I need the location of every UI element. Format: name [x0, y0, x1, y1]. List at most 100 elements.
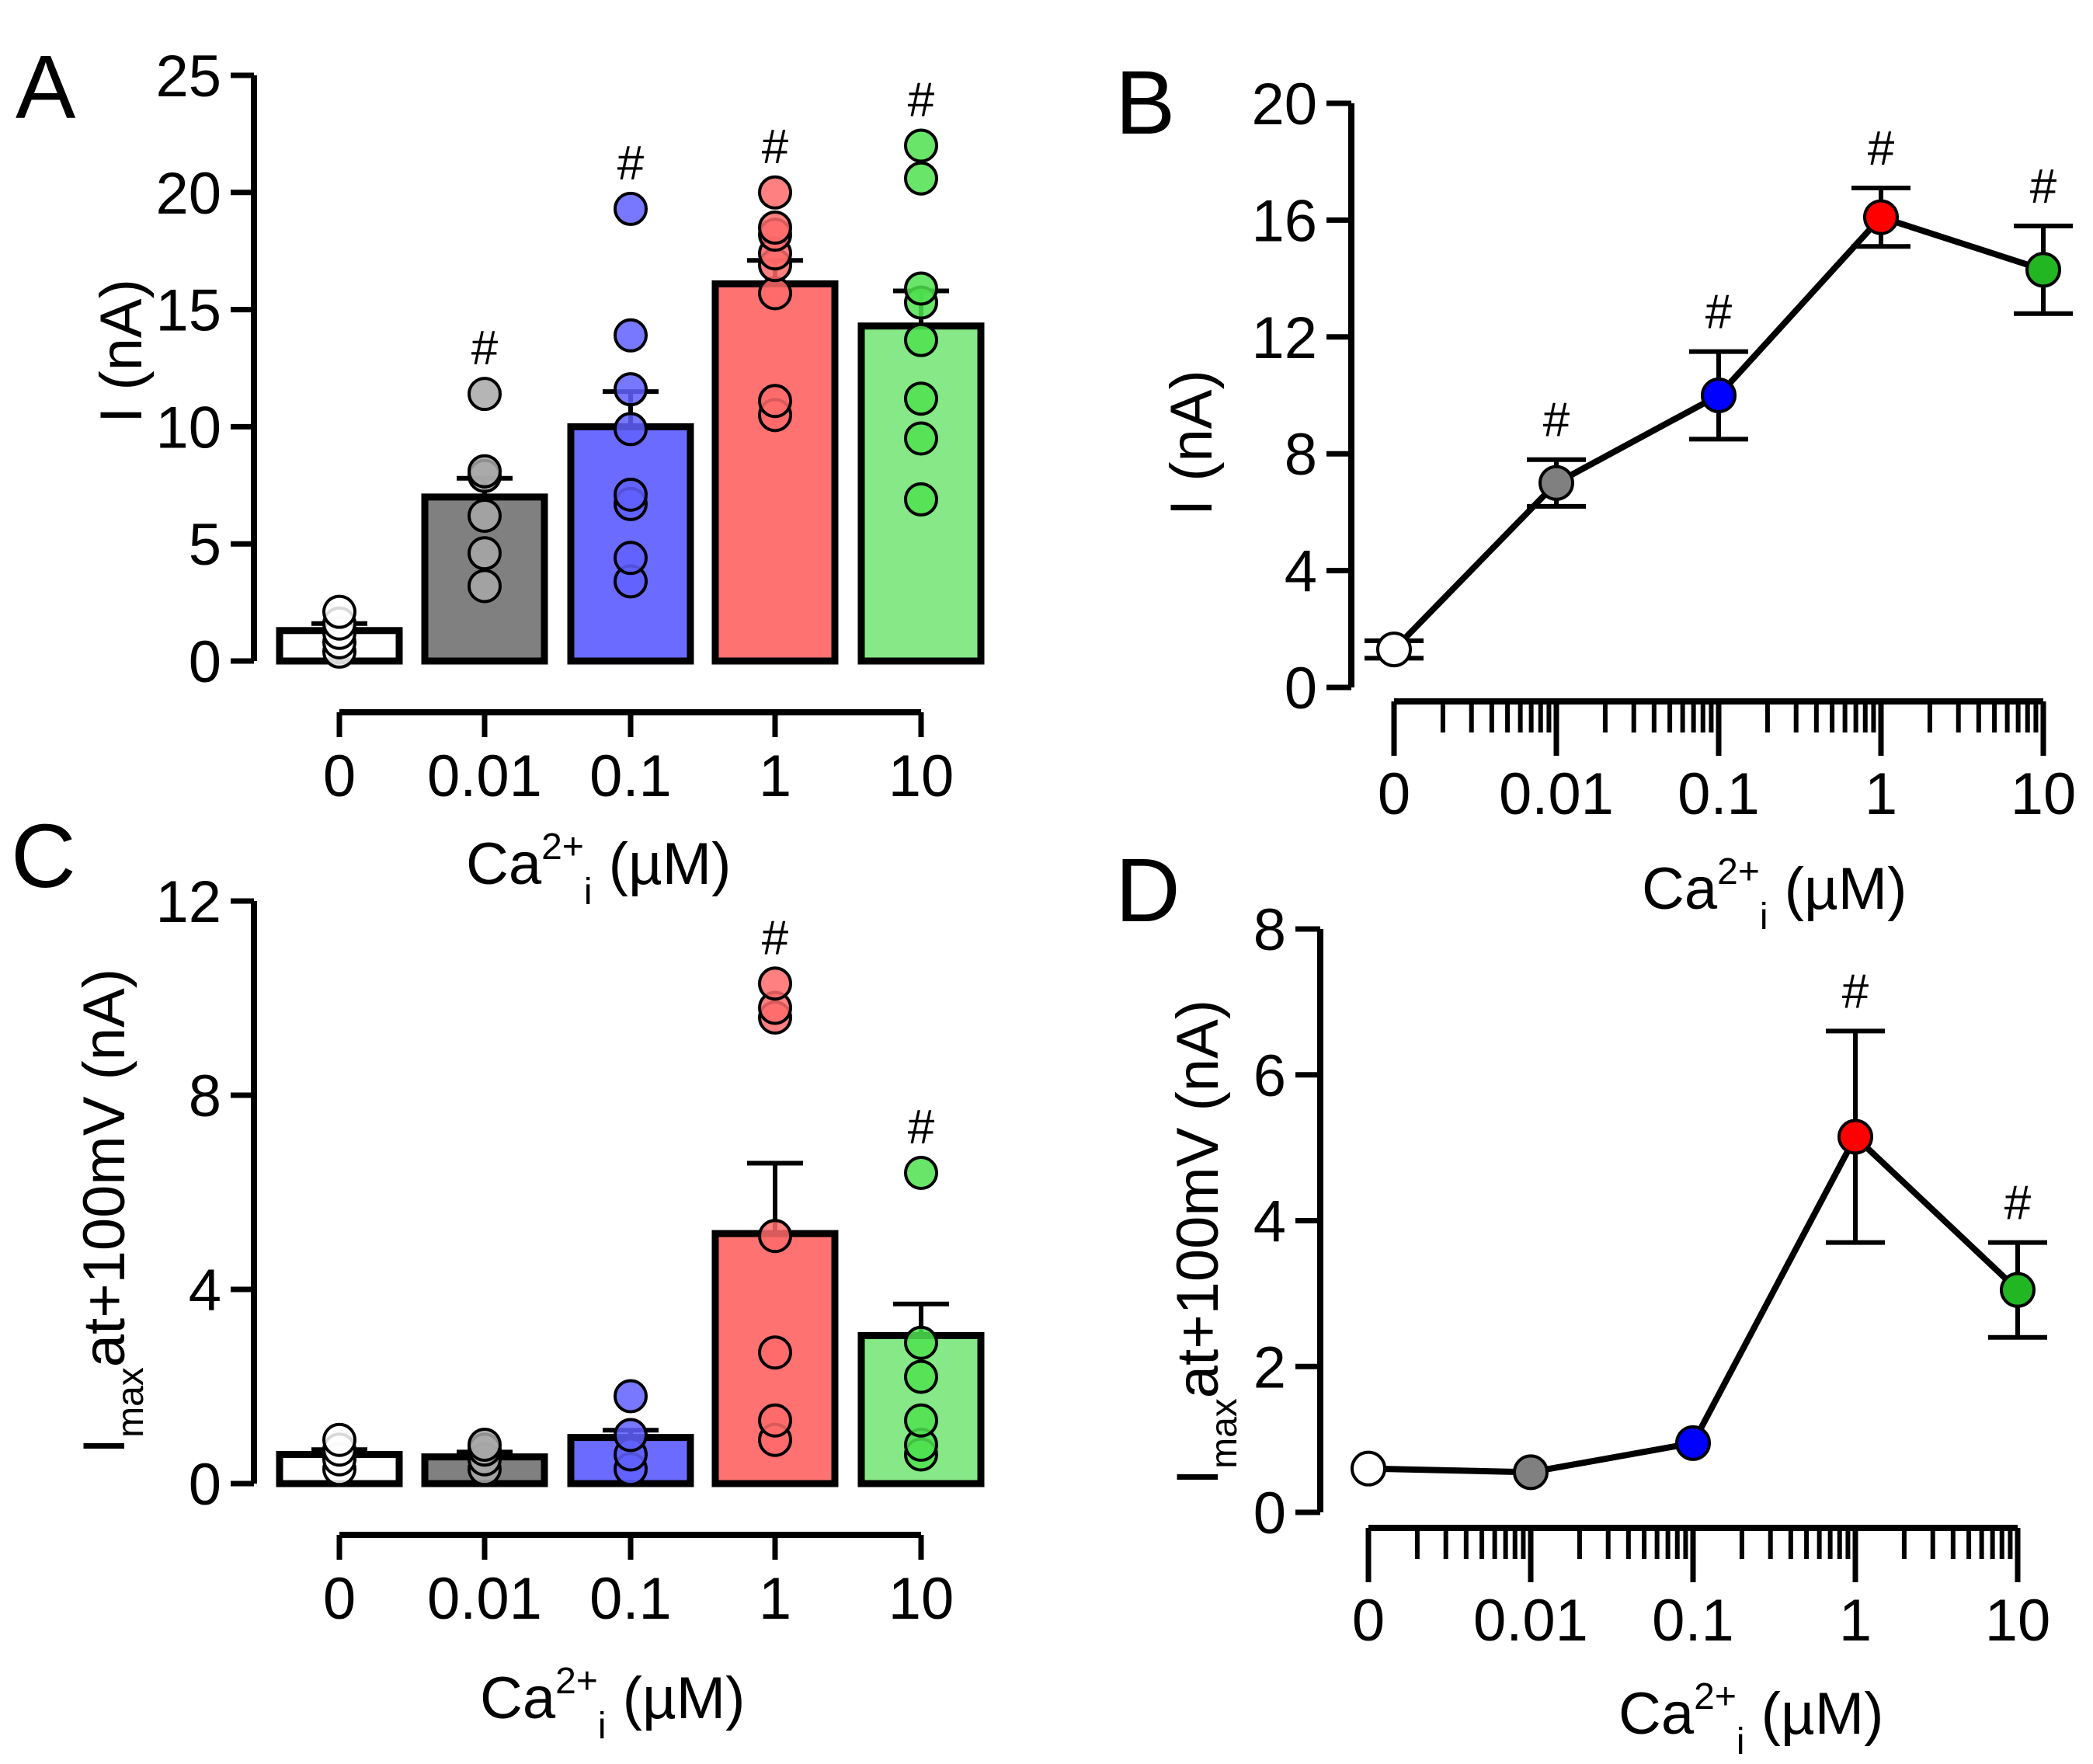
panel-d-x-label: Ca2+i (µM)	[1618, 1676, 1883, 1762]
panel-c-data-point	[614, 1418, 648, 1453]
panel-c-y-tick-label: 12	[155, 869, 221, 935]
panel-a-x-label: Ca2+i (µM)	[466, 826, 731, 913]
panel-c-significance-mark: #	[762, 911, 789, 965]
panel-a-data-point	[904, 482, 938, 517]
panel-b-marker-10	[2025, 252, 2061, 288]
panel-a-data-point	[904, 421, 938, 456]
panel-a-data-point	[758, 210, 792, 245]
panel-d-x-tick-label: 1	[1839, 1588, 1872, 1654]
panel-c-data-point	[322, 1422, 356, 1457]
panel-a-y-label: I (nA)	[89, 279, 155, 423]
panel-c-data-point	[758, 1219, 792, 1254]
panel-letter-b: B	[1115, 52, 1175, 153]
panel-c-data-point	[468, 1428, 502, 1462]
panel-a-x-tick-label: 0.1	[589, 743, 672, 809]
panel-b-x-tick-label: 10	[2011, 761, 2077, 827]
panel-b-significance-mark: #	[1543, 394, 1570, 447]
panel-d-marker-0.01	[1513, 1454, 1549, 1491]
panel-c-y-tick-label: 4	[189, 1258, 221, 1324]
panel-c-data-point	[758, 1403, 792, 1438]
panel-d-y-tick-label: 2	[1253, 1334, 1286, 1400]
panel-b-significance-mark: #	[1868, 122, 1895, 176]
panel-d-marker-0.1	[1675, 1425, 1711, 1461]
panel-a-data-point	[468, 377, 502, 412]
panel-a-bar-1	[711, 280, 839, 665]
panel-a-data-point	[468, 536, 502, 571]
panel-b-y-tick-label: 20	[1251, 71, 1317, 137]
panel-b-y-tick-label: 8	[1285, 422, 1317, 488]
panel-c-data-point	[904, 1403, 938, 1438]
panel-d-marker-10	[2000, 1272, 2036, 1308]
panel-c-x-tick-label: 10	[888, 1566, 954, 1632]
panel-a-data-point	[614, 191, 648, 226]
panel-d-x-tick-label: 0.01	[1473, 1588, 1588, 1654]
panel-letter-c: C	[11, 805, 76, 906]
panel-c-significance-mark: #	[908, 1101, 935, 1154]
panel-b-x-tick-label: 0.01	[1499, 761, 1614, 827]
panel-a-significance-mark: #	[617, 137, 645, 190]
panel-a-y-tick-label: 10	[155, 395, 221, 461]
panel-b-x-label: Ca2+i (µM)	[1642, 851, 1907, 938]
panel-a-data-point	[614, 318, 648, 353]
panel-c-x-tick-label: 0	[323, 1566, 356, 1632]
panel-a-y-tick-label: 15	[155, 278, 221, 344]
panel-a-x-tick-label: 1	[759, 743, 791, 809]
panel-a-data-point	[614, 412, 648, 447]
panel-b-x-tick-label: 0.1	[1678, 761, 1760, 827]
panel-c-x-tick-label: 1	[759, 1566, 791, 1632]
panel-d-y-tick-label: 0	[1253, 1480, 1286, 1547]
panel-b-y-tick-label: 12	[1251, 305, 1317, 371]
panel-c-x-label: Ca2+i (µM)	[480, 1661, 745, 1747]
panel-d-y-tick-label: 6	[1253, 1043, 1286, 1109]
panel-b-x-tick-label: 0	[1378, 761, 1410, 827]
panel-d-line-chart: Imaxat+100mV (nA) Ca2+i (µM) 0 2 4 6 8 0 0.01 0…	[1165, 897, 2050, 1762]
panel-a-data-point	[904, 161, 938, 196]
panel-b-y-label-unit: (nA)	[1159, 370, 1225, 482]
panel-c-y-tick-label: 0	[189, 1452, 221, 1518]
panel-a-y-tick-label: 20	[155, 161, 221, 227]
panel-a-data-point	[758, 384, 792, 419]
panel-d-x-tick-label: 0.1	[1652, 1588, 1734, 1654]
panel-letter-a: A	[16, 37, 76, 137]
panel-b-marker-0.1	[1701, 378, 1737, 413]
panel-a-significance-mark: #	[762, 120, 789, 174]
panel-b-y-tick-label: 0	[1285, 656, 1317, 722]
panel-b-x-tick-label: 1	[1865, 761, 1897, 827]
panel-d-significance-mark: #	[2004, 1177, 2032, 1230]
panel-a-data-point	[468, 569, 502, 604]
panel-c-data-point	[904, 1156, 938, 1190]
panel-d-x-tick-label: 10	[1985, 1588, 2051, 1654]
panel-c-x-tick-label: 0.01	[427, 1566, 542, 1632]
panel-a-x-tick-label: 10	[888, 743, 954, 809]
panel-a-significance-mark: #	[908, 73, 935, 127]
panel-b-y-tick-label: 16	[1251, 188, 1317, 254]
panel-a-data-point	[758, 175, 792, 210]
panel-a-y-tick-label: 0	[189, 629, 221, 695]
panel-b-significance-mark: #	[1705, 286, 1733, 339]
panel-d-series-line	[1368, 1133, 2020, 1476]
panel-a-data-point	[758, 276, 792, 311]
panel-b-line-chart: I (nA) Ca2+i (µM) 0 4 8 12 16 20 0 0.01 0.1 1 10 # #…	[1159, 71, 2076, 938]
panel-letter-d: D	[1115, 840, 1180, 941]
panel-c-y-tick-label: 8	[189, 1063, 221, 1129]
panel-d-y-label: Imaxat+100mV (nA)	[1165, 1000, 1245, 1485]
panel-a-x-tick-label: 0	[323, 743, 356, 809]
panel-d-y-tick-label: 8	[1253, 897, 1286, 963]
panel-a-data-point	[904, 322, 938, 357]
panel-a-data-point	[322, 594, 356, 629]
panel-a-x-tick-label: 0.01	[427, 743, 542, 809]
panel-a-data-point	[904, 271, 938, 306]
panel-c-data-point	[904, 1359, 938, 1394]
panel-a-data-point	[614, 372, 648, 407]
panel-a-data-point	[468, 454, 502, 489]
panel-d-x-tick-label: 0	[1352, 1588, 1385, 1654]
panel-d-significance-mark: #	[1842, 965, 1869, 1018]
panel-c-bar-chart: Imaxat+100mV (nA) Ca2+i (µM) 0 4 8 12 # #0 0.0…	[71, 869, 985, 1747]
panel-a-data-point	[614, 541, 648, 576]
panel-d-marker-1	[1837, 1119, 1873, 1155]
panel-b-significance-mark: #	[2030, 160, 2057, 214]
panel-c-y-label: Imaxat+100mV (nA)	[71, 969, 151, 1454]
panel-d-marker-0	[1351, 1450, 1386, 1487]
panel-b-marker-0.01	[1538, 464, 1574, 501]
